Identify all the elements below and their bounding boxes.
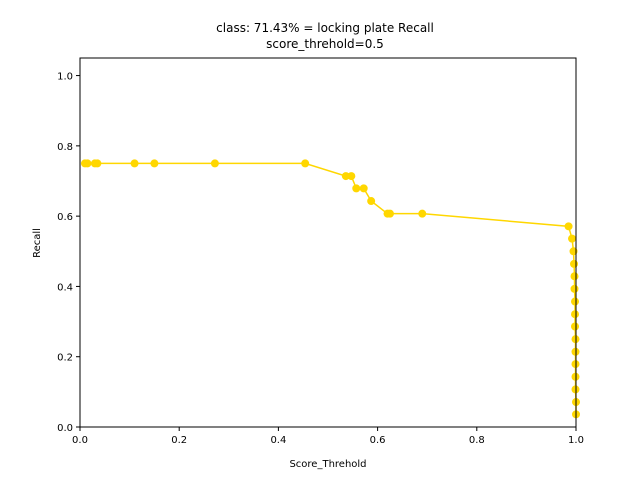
y-axis-label: Recall	[32, 228, 43, 258]
x-axis-label: Score_Threhold	[289, 459, 366, 470]
y-tick-label: 0.0	[57, 423, 73, 434]
data-point	[571, 322, 580, 331]
x-tick-label: 0.2	[171, 435, 187, 446]
x-tick-label: 0.8	[469, 435, 485, 446]
data-point	[130, 159, 139, 168]
data-point	[347, 172, 356, 181]
axes-frame	[79, 57, 577, 428]
data-point	[571, 310, 580, 319]
x-tick-label: 0.6	[370, 435, 386, 446]
data-point	[83, 159, 92, 168]
x-tick-label: 0.4	[270, 435, 286, 446]
x-tick-label: 1.0	[568, 435, 584, 446]
data-point	[352, 184, 361, 193]
data-point	[150, 159, 159, 168]
x-axis: 0.0 0.2 0.4 0.6 0.8 1.0	[72, 427, 584, 446]
data-point	[301, 159, 310, 168]
data-point	[359, 184, 368, 193]
data-point	[571, 297, 580, 306]
data-point	[570, 272, 579, 281]
plot-area	[80, 159, 580, 419]
y-tick-label: 0.4	[57, 282, 73, 293]
data-point	[386, 209, 394, 218]
y-tick-label: 0.8	[57, 142, 73, 153]
data-point	[210, 159, 219, 168]
x-tick-label: 0.0	[72, 435, 88, 446]
y-tick-label: 0.6	[57, 212, 73, 223]
data-point	[570, 259, 579, 268]
data-point	[568, 234, 577, 243]
data-point	[367, 197, 376, 206]
data-point	[418, 209, 427, 218]
y-tick-label: 0.2	[57, 353, 73, 364]
series-line	[84, 162, 577, 415]
y-axis: 0.0 0.2 0.4 0.6 0.8 1.0	[57, 72, 80, 434]
data-point	[570, 284, 579, 293]
chart-subtitle: score_threhold=0.5	[266, 37, 384, 51]
y-tick-label: 1.0	[57, 72, 73, 83]
chart-title: class: 71.43% = locking plate Recall	[216, 21, 434, 35]
data-point	[564, 222, 573, 231]
data-point	[93, 159, 102, 168]
